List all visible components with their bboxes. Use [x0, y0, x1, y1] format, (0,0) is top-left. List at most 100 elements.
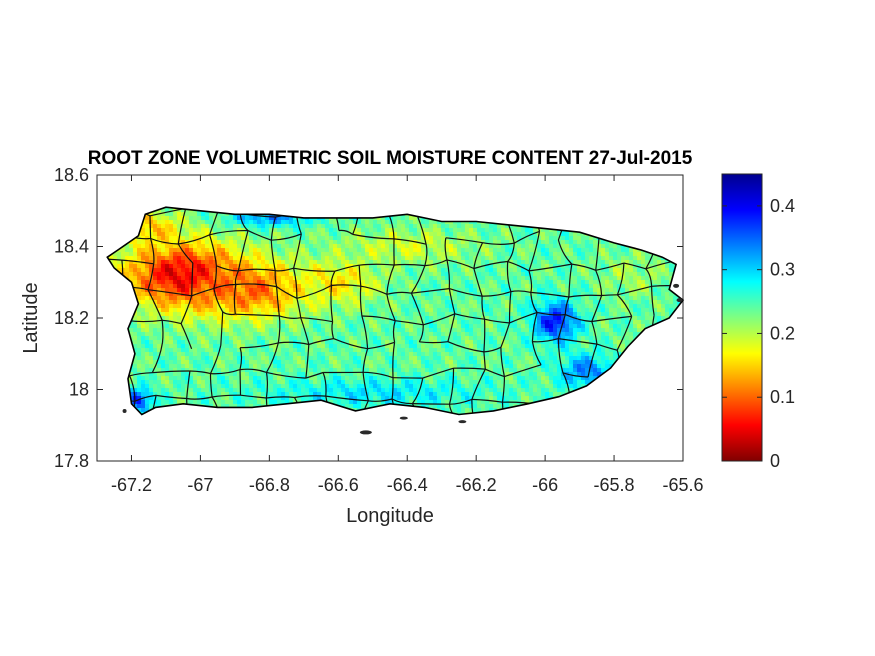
heatmap-cell: [461, 264, 466, 269]
heatmap-cell: [177, 320, 182, 325]
heatmap-cell: [529, 240, 534, 245]
heatmap-cell: [385, 276, 390, 281]
heatmap-cell: [225, 308, 230, 313]
heatmap-cell: [557, 248, 562, 253]
heatmap-cell: [393, 292, 398, 297]
heatmap-cell: [637, 320, 642, 325]
heatmap-cell: [453, 320, 458, 325]
heatmap-cell: [341, 272, 346, 277]
heatmap-cell: [245, 236, 250, 241]
heatmap-cell: [237, 256, 242, 261]
heatmap-cell: [293, 264, 298, 269]
heatmap-cell: [349, 236, 354, 241]
heatmap-cell: [173, 276, 178, 281]
heatmap-cell: [257, 248, 262, 253]
heatmap-cell: [613, 308, 618, 313]
heatmap-cell: [437, 252, 442, 257]
heatmap-cell: [213, 220, 218, 225]
heatmap-cell: [497, 224, 502, 229]
heatmap-cell: [361, 280, 366, 285]
heatmap-cell: [277, 284, 282, 289]
heatmap-cell: [181, 268, 186, 273]
heatmap-cell: [241, 284, 246, 289]
heatmap-cell: [581, 272, 586, 277]
heatmap-cell: [153, 248, 158, 253]
heatmap-cell: [337, 328, 342, 333]
heatmap-cell: [257, 272, 262, 277]
heatmap-cell: [405, 240, 410, 245]
heatmap-cell: [609, 272, 614, 277]
heatmap-cell: [169, 236, 174, 241]
heatmap-cell: [585, 284, 590, 289]
heatmap-cell: [249, 248, 254, 253]
heatmap-cell: [389, 228, 394, 233]
heatmap-cell: [485, 324, 490, 329]
heatmap-cell: [465, 280, 470, 285]
heatmap-cell: [265, 292, 270, 297]
heatmap-cell: [441, 280, 446, 285]
heatmap-cell: [313, 252, 318, 257]
heatmap-cell: [285, 328, 290, 333]
heatmap-cell: [361, 228, 366, 233]
heatmap-cell: [389, 276, 394, 281]
heatmap-cell: [269, 296, 274, 301]
heatmap-cell: [513, 308, 518, 313]
heatmap-cell: [445, 292, 450, 297]
heatmap-cell: [621, 308, 626, 313]
heatmap-cell: [213, 284, 218, 289]
heatmap-cell: [561, 256, 566, 261]
heatmap-cell: [357, 280, 362, 285]
heatmap-cell: [669, 272, 674, 277]
heatmap-cell: [137, 240, 142, 245]
heatmap-cell: [329, 328, 334, 333]
heatmap-cell: [409, 260, 414, 265]
heatmap-cell: [553, 292, 558, 297]
heatmap-cell: [689, 324, 693, 328]
heatmap-cell: [489, 240, 494, 245]
heatmap-cell: [469, 280, 474, 285]
heatmap-cell: [537, 248, 542, 253]
heatmap-cell: [241, 252, 246, 257]
heatmap-cell: [365, 280, 370, 285]
heatmap-cell: [689, 276, 693, 280]
heatmap-cell: [273, 224, 278, 229]
heatmap-cell: [661, 260, 666, 265]
heatmap-cell: [257, 304, 262, 309]
heatmap-cell: [637, 268, 642, 273]
heatmap-cell: [201, 320, 206, 325]
heatmap-cell: [493, 304, 498, 309]
heatmap-cell: [269, 224, 274, 229]
heatmap-cell: [273, 264, 278, 269]
heatmap-cell: [437, 268, 442, 273]
heatmap-cell: [589, 236, 594, 241]
heatmap-cell: [429, 312, 434, 317]
heatmap-cell: [689, 296, 693, 300]
heatmap-cell: [629, 272, 634, 277]
heatmap-cell: [173, 236, 178, 241]
heatmap-cell: [273, 304, 278, 309]
heatmap-cell: [549, 300, 554, 305]
heatmap-cell: [145, 308, 150, 313]
heatmap-cell: [373, 228, 378, 233]
heatmap-cell: [233, 240, 238, 245]
heatmap-cell: [269, 252, 274, 257]
heatmap-cell: [253, 288, 258, 293]
heatmap-cell: [149, 316, 154, 321]
heatmap-cell: [365, 308, 370, 313]
heatmap-cell: [317, 280, 322, 285]
heatmap-cell: [361, 308, 366, 313]
heatmap-cell: [325, 228, 330, 233]
heatmap-cell: [605, 244, 610, 249]
heatmap-cell: [137, 244, 142, 249]
heatmap-cell: [525, 232, 530, 237]
heatmap-cell: [241, 224, 246, 229]
heatmap-cell: [217, 256, 222, 261]
heatmap-cell: [381, 292, 386, 297]
heatmap-cell: [297, 236, 302, 241]
heatmap-cell: [229, 296, 234, 301]
heatmap-cell: [137, 276, 142, 281]
heatmap-cell: [669, 296, 674, 301]
heatmap-cell: [253, 304, 258, 309]
heatmap-cell: [277, 260, 282, 265]
heatmap-cell: [513, 280, 518, 285]
